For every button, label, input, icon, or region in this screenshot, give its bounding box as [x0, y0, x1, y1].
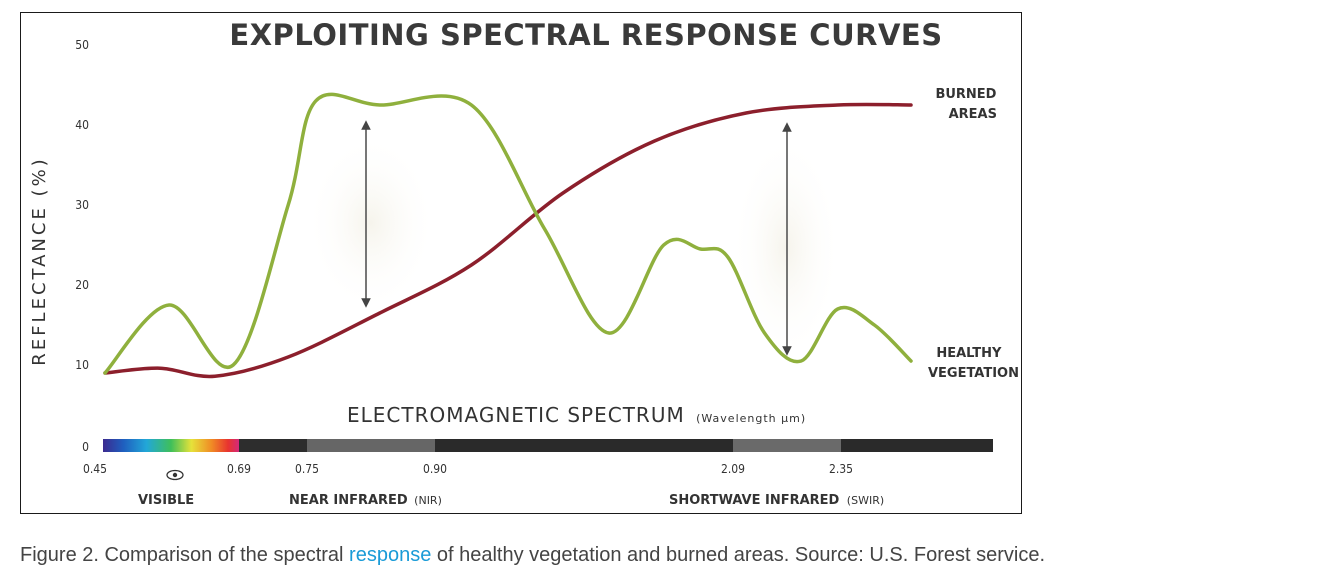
eye-icon: [166, 469, 184, 481]
band-label-swir-text: SHORTWAVE INFRARED: [669, 493, 840, 508]
y-tick-label: 40: [75, 118, 89, 132]
visible-band: [103, 439, 239, 452]
band-label-swir: SHORTWAVE INFRARED (SWIR): [669, 491, 884, 508]
x-axis-ticks: 0.45 0.69 0.75 0.90 2.09 2.35: [83, 462, 853, 476]
y-axis-label: REFLECTANCE (%): [29, 156, 50, 365]
band-label-swir-abbr: (SWIR): [847, 494, 884, 507]
y-tick-label: 20: [75, 278, 89, 292]
band-segment-gray-2: [733, 439, 841, 452]
band-segment-gray-1: [307, 439, 435, 452]
healthy-label-line-2: VEGETATION: [928, 366, 1019, 381]
series-group: [103, 92, 913, 379]
y-tick-label: 50: [75, 38, 89, 52]
band-segment-dark-3: [841, 439, 993, 452]
x-tick-label: 2.09: [721, 462, 745, 476]
figure-frame: EXPLOITING SPECTRAL RESPONSE CURVES 0 10 2…: [20, 12, 1022, 514]
series-line-burned-areas: [103, 102, 913, 379]
healthy-label-line-1: HEALTHY: [936, 346, 1002, 361]
band-segment-dark-2: [435, 439, 733, 452]
y-tick-label: 30: [75, 198, 89, 212]
caption-before: Figure 2. Comparison of the spectral: [20, 544, 350, 566]
band-label-nir-abbr: (NIR): [414, 494, 442, 507]
x-tick-label: 0.90: [423, 462, 447, 476]
band-label-nir: NEAR INFRARED (NIR): [289, 491, 442, 508]
series-label-healthy: HEALTHY VEGETATION: [928, 346, 1019, 381]
x-tick-label: 0.45: [83, 462, 107, 476]
spectrum-bar: [103, 439, 993, 452]
y-axis-ticks: 0 10 20 30 40 50: [75, 38, 89, 454]
x-axis-unit: (Wavelength µm): [696, 412, 806, 425]
series-label-burned: BURNED AREAS: [935, 87, 1001, 122]
x-axis-label-main: ELECTROMAGNETIC SPECTRUM: [347, 403, 685, 427]
x-tick-label: 0.75: [295, 462, 319, 476]
chart-title: EXPLOITING SPECTRAL RESPONSE CURVES: [229, 18, 942, 52]
x-tick-label: 0.69: [227, 462, 251, 476]
figure-caption: Figure 2. Comparison of the spectral res…: [20, 544, 1320, 567]
band-label-nir-text: NEAR INFRARED: [289, 493, 408, 508]
band-segment-dark-1: [239, 439, 307, 452]
spectral-chart: EXPLOITING SPECTRAL RESPONSE CURVES 0 10 2…: [29, 18, 1019, 508]
y-tick-label: 0: [82, 440, 89, 454]
y-tick-label: 10: [75, 358, 89, 372]
caption-link[interactable]: response: [349, 544, 432, 566]
nir-highlight: [306, 133, 436, 313]
burned-label-line-1: BURNED: [935, 87, 996, 102]
burned-label-line-2: AREAS: [949, 107, 997, 122]
band-label-visible: VISIBLE: [138, 493, 194, 508]
series-line-healthy-vegetation: [103, 92, 913, 375]
x-axis-label: ELECTROMAGNETIC SPECTRUM (Wavelength µm): [347, 403, 806, 427]
x-tick-label: 2.35: [829, 462, 853, 476]
caption-after: of healthy vegetation and burned areas. …: [431, 544, 1045, 566]
